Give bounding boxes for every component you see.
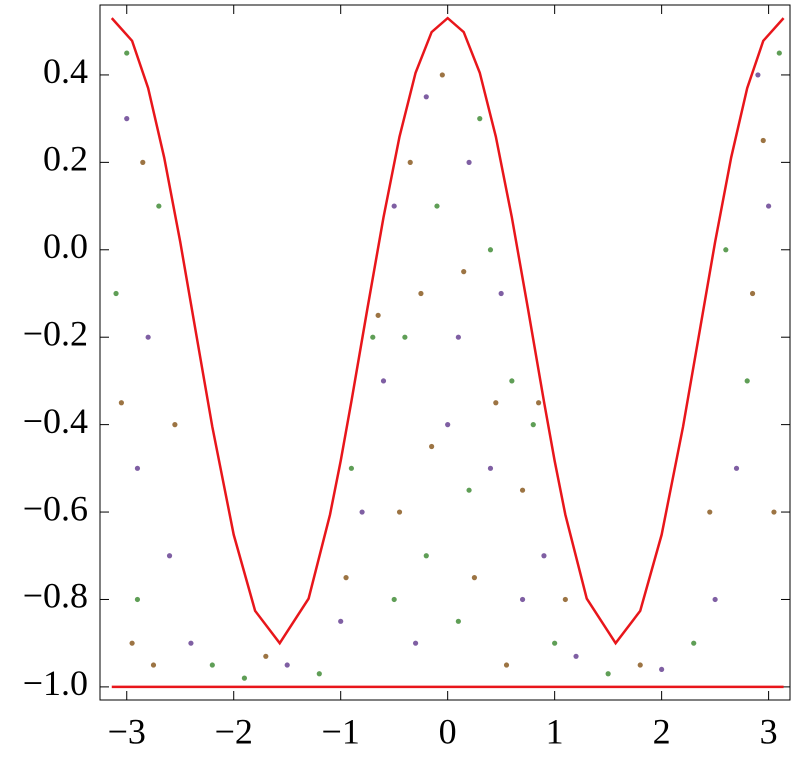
point [712, 596, 718, 603]
point [118, 400, 124, 406]
y-tick-label: −0.4 [23, 401, 88, 441]
point [541, 553, 547, 559]
point [744, 378, 750, 384]
point [733, 465, 740, 471]
point [445, 422, 451, 428]
point [316, 671, 322, 677]
point [455, 334, 461, 340]
point [380, 378, 387, 384]
point [359, 509, 365, 515]
point [396, 509, 403, 515]
point [573, 653, 579, 659]
point [375, 312, 381, 318]
curve [110, 16, 785, 646]
point [723, 247, 729, 253]
point [129, 640, 135, 646]
point [429, 443, 435, 450]
point [519, 487, 526, 493]
point [439, 72, 445, 78]
point [284, 662, 290, 668]
point [461, 269, 467, 275]
point [509, 378, 515, 384]
point [659, 666, 665, 673]
point [418, 290, 424, 297]
point [402, 334, 408, 340]
point [605, 671, 611, 677]
point [209, 662, 215, 668]
x-tick-label: 1 [546, 711, 564, 751]
point [766, 203, 772, 209]
point [423, 553, 429, 559]
point [172, 422, 178, 428]
point [466, 487, 472, 493]
point [455, 618, 461, 624]
point [498, 290, 504, 297]
point [707, 509, 713, 515]
point [166, 553, 173, 559]
point [637, 662, 643, 668]
point [760, 137, 766, 144]
x-tick-label: −3 [108, 711, 146, 751]
point [755, 72, 761, 78]
plot-frame [99, 4, 791, 701]
point [493, 400, 499, 406]
x-tick-label: 3 [760, 711, 778, 751]
point [113, 290, 119, 297]
point [338, 618, 344, 624]
point [343, 575, 349, 581]
point [562, 596, 568, 603]
x-tick-label: 2 [653, 711, 671, 751]
point [423, 94, 429, 100]
point [749, 290, 756, 297]
x-tick-label: −1 [322, 711, 360, 751]
point [150, 662, 157, 668]
point [434, 203, 440, 209]
point [124, 116, 130, 122]
point [140, 159, 146, 165]
y-tick-label: −0.8 [23, 576, 88, 616]
point [471, 575, 478, 581]
y-tick-label: −0.6 [23, 488, 88, 528]
point [145, 334, 151, 340]
y-tick-label: 0.0 [43, 226, 88, 266]
point [487, 465, 494, 471]
point [188, 640, 194, 646]
point [776, 50, 782, 56]
point [477, 116, 483, 122]
point [134, 465, 141, 471]
point [530, 422, 536, 428]
point [134, 596, 141, 603]
point [466, 159, 472, 165]
point [370, 334, 376, 340]
point [487, 247, 494, 253]
point [407, 159, 413, 165]
point [536, 400, 542, 406]
y-tick-label: −0.2 [23, 313, 88, 353]
point [124, 50, 130, 56]
point [691, 640, 697, 646]
point [503, 662, 510, 668]
point [412, 640, 419, 646]
y-tick-label: 0.4 [43, 51, 88, 91]
point [552, 640, 558, 646]
point [241, 675, 248, 681]
point [771, 509, 777, 515]
point [263, 653, 269, 659]
point [391, 596, 397, 603]
point [348, 465, 354, 471]
point [156, 203, 162, 209]
y-tick-label: −1.0 [23, 663, 88, 703]
point [391, 203, 397, 209]
point [519, 596, 526, 603]
x-tick-label: −2 [215, 711, 253, 751]
y-tick-label: 0.2 [43, 139, 88, 179]
x-tick-label: 0 [439, 711, 457, 751]
